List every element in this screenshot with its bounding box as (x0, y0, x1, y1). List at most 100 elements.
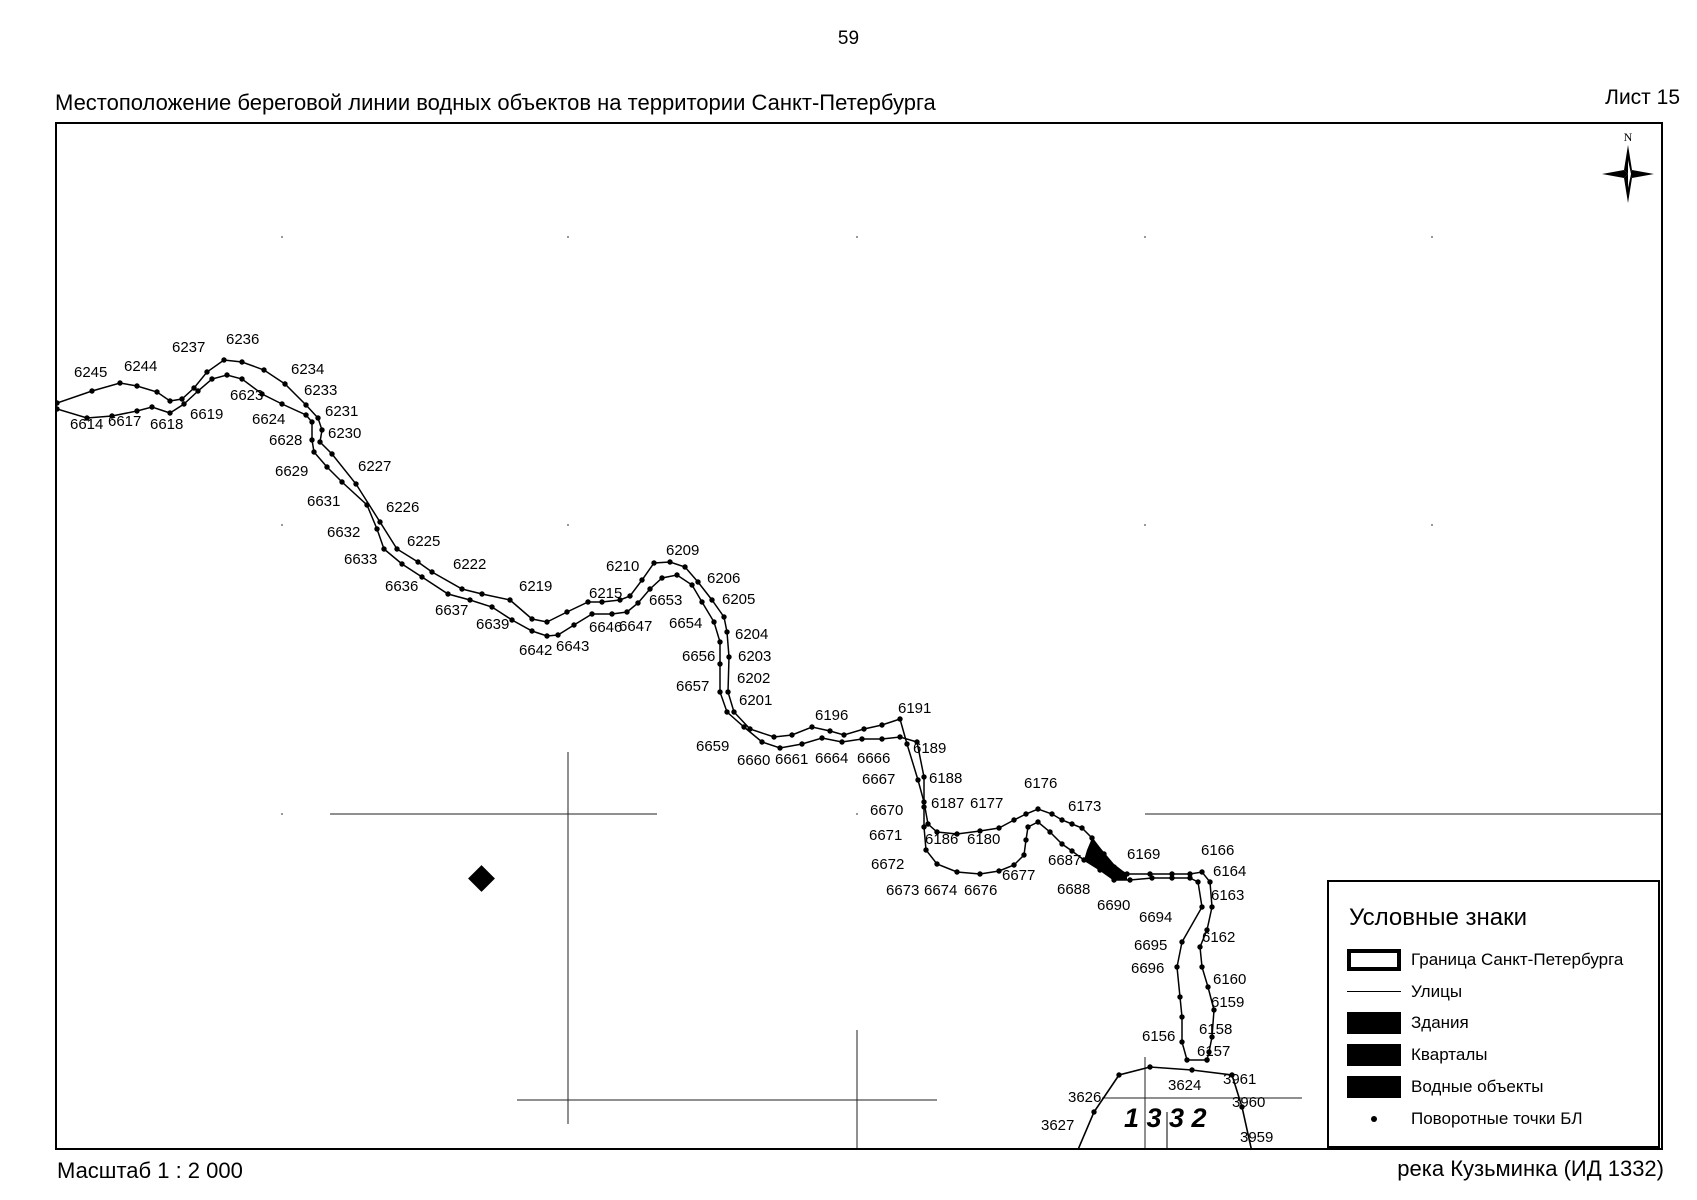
legend-label: Поворотные точки БЛ (1411, 1109, 1583, 1128)
turning-point-dot (261, 367, 267, 373)
turning-point-dot (717, 661, 723, 667)
point-label-6690: 6690 (1097, 897, 1130, 914)
turning-point-dot (1101, 851, 1107, 857)
turning-point-dot (1025, 824, 1031, 830)
point-label-6646: 6646 (589, 619, 622, 636)
turning-point-dot (154, 389, 160, 395)
turning-point-dot (1179, 1039, 1185, 1045)
city-border-swatch (1347, 949, 1401, 971)
turning-point-dot (859, 736, 865, 742)
grid-mark (856, 813, 858, 815)
point-label-6158: 6158 (1199, 1021, 1232, 1038)
compass-north-point (1624, 145, 1632, 174)
point-label-6676: 6676 (964, 882, 997, 899)
point-label-6222: 6222 (453, 556, 486, 573)
point-label-6672: 6672 (871, 856, 904, 873)
grid-mark (281, 236, 283, 238)
point-label-6210: 6210 (606, 558, 639, 575)
turning-point-dot (1079, 825, 1085, 831)
point-label-6245: 6245 (74, 364, 107, 381)
point-label-6636: 6636 (385, 578, 418, 595)
turning-point-dot (415, 559, 421, 565)
turning-point-dot (1169, 871, 1175, 877)
turning-point-dot (221, 357, 227, 363)
point-label-6688: 6688 (1057, 881, 1090, 898)
turning-point-dot (996, 825, 1002, 831)
turning-point-dot (57, 400, 60, 406)
turning-point-dot (1199, 869, 1205, 875)
point-label-6169: 6169 (1127, 846, 1160, 863)
turning-point-dot (921, 799, 927, 805)
shoreline-right-bank (57, 359, 1215, 1061)
turning-point-dot (1147, 1064, 1153, 1070)
legend-item-turning-points: Поворотные точки БЛ (1347, 1107, 1647, 1131)
grid-mark (1431, 524, 1433, 526)
map-scale: Масштаб 1 : 2 000 (57, 1158, 243, 1183)
turning-point-dot (467, 597, 473, 603)
turning-point-dot (303, 402, 309, 408)
turning-point-dot (682, 564, 688, 570)
point-label-6205: 6205 (722, 591, 755, 608)
turning-point-dot (725, 689, 731, 695)
point-label-6666: 6666 (857, 750, 890, 767)
grid-mark (1144, 236, 1146, 238)
point-label-3627: 3627 (1041, 1117, 1074, 1134)
turning-point-dot (1187, 875, 1193, 881)
turning-point-dot (374, 526, 380, 532)
legend: Условные знаки Граница Санкт-Петербурга … (1327, 880, 1660, 1148)
point-label-6162: 6162 (1202, 929, 1235, 946)
point-label-6660: 6660 (737, 752, 770, 769)
point-label-3624: 3624 (1168, 1077, 1201, 1094)
turning-point-dot (555, 632, 561, 638)
turning-point-dot (1011, 862, 1017, 868)
point-label-6631: 6631 (307, 493, 340, 510)
turning-point-dot (659, 575, 665, 581)
point-label-6244: 6244 (124, 358, 157, 375)
point-label-6654: 6654 (669, 615, 702, 632)
point-label-6667: 6667 (862, 771, 895, 788)
legend-item-buildings: Здания (1347, 1011, 1647, 1035)
point-label-6674: 6674 (924, 882, 957, 899)
turning-point-dot (897, 716, 903, 722)
turning-point-dot (709, 597, 715, 603)
turning-point-dot (1184, 1057, 1190, 1063)
point-label-6164: 6164 (1213, 863, 1246, 880)
grid-mark (281, 524, 283, 526)
turning-point-dot (1023, 837, 1029, 843)
turning-point-dot (303, 412, 309, 418)
turning-point-dot (1206, 1049, 1212, 1055)
turning-point-dot (1169, 875, 1175, 881)
turning-point-dot (1111, 864, 1117, 870)
point-label-6177: 6177 (970, 795, 1003, 812)
point-labels-layer: 6245 6244 6237 6236 6234 6233 6231 6230 6227 6226… (70, 331, 1273, 1146)
turning-point-dot (599, 599, 605, 605)
turning-point-dot (639, 577, 645, 583)
point-label-3961: 3961 (1223, 1071, 1256, 1088)
turning-point-dot (309, 437, 315, 443)
turning-point-dot (1069, 848, 1075, 854)
plot-boundary (1077, 1066, 1252, 1148)
turning-point-dot (921, 774, 927, 780)
point-label-6694: 6694 (1139, 909, 1172, 926)
point-label-6180: 6180 (967, 831, 1000, 848)
turning-point-dot (717, 689, 723, 695)
turning-point-dot (353, 481, 359, 487)
turning-point-dot (1179, 939, 1185, 945)
turning-point-dot (204, 369, 210, 375)
turning-point-dot (117, 380, 123, 386)
turning-point-dot (1204, 1057, 1210, 1063)
turning-point-dot (1149, 875, 1155, 881)
legend-label: Здания (1411, 1013, 1469, 1032)
point-label-6639: 6639 (476, 616, 509, 633)
turning-point-dot (445, 591, 451, 597)
turning-point-dot (564, 609, 570, 615)
point-label-3960: 3960 (1232, 1094, 1265, 1111)
compass-south-point (1624, 174, 1632, 203)
turning-point-dot (167, 410, 173, 416)
turning-point-dot (167, 398, 173, 404)
turning-point-dot (717, 639, 723, 645)
turning-point-dot (134, 408, 140, 414)
compass-east-point (1628, 170, 1654, 178)
legend-item-city-border: Граница Санкт-Петербурга (1347, 948, 1647, 972)
point-label-6160: 6160 (1213, 971, 1246, 988)
